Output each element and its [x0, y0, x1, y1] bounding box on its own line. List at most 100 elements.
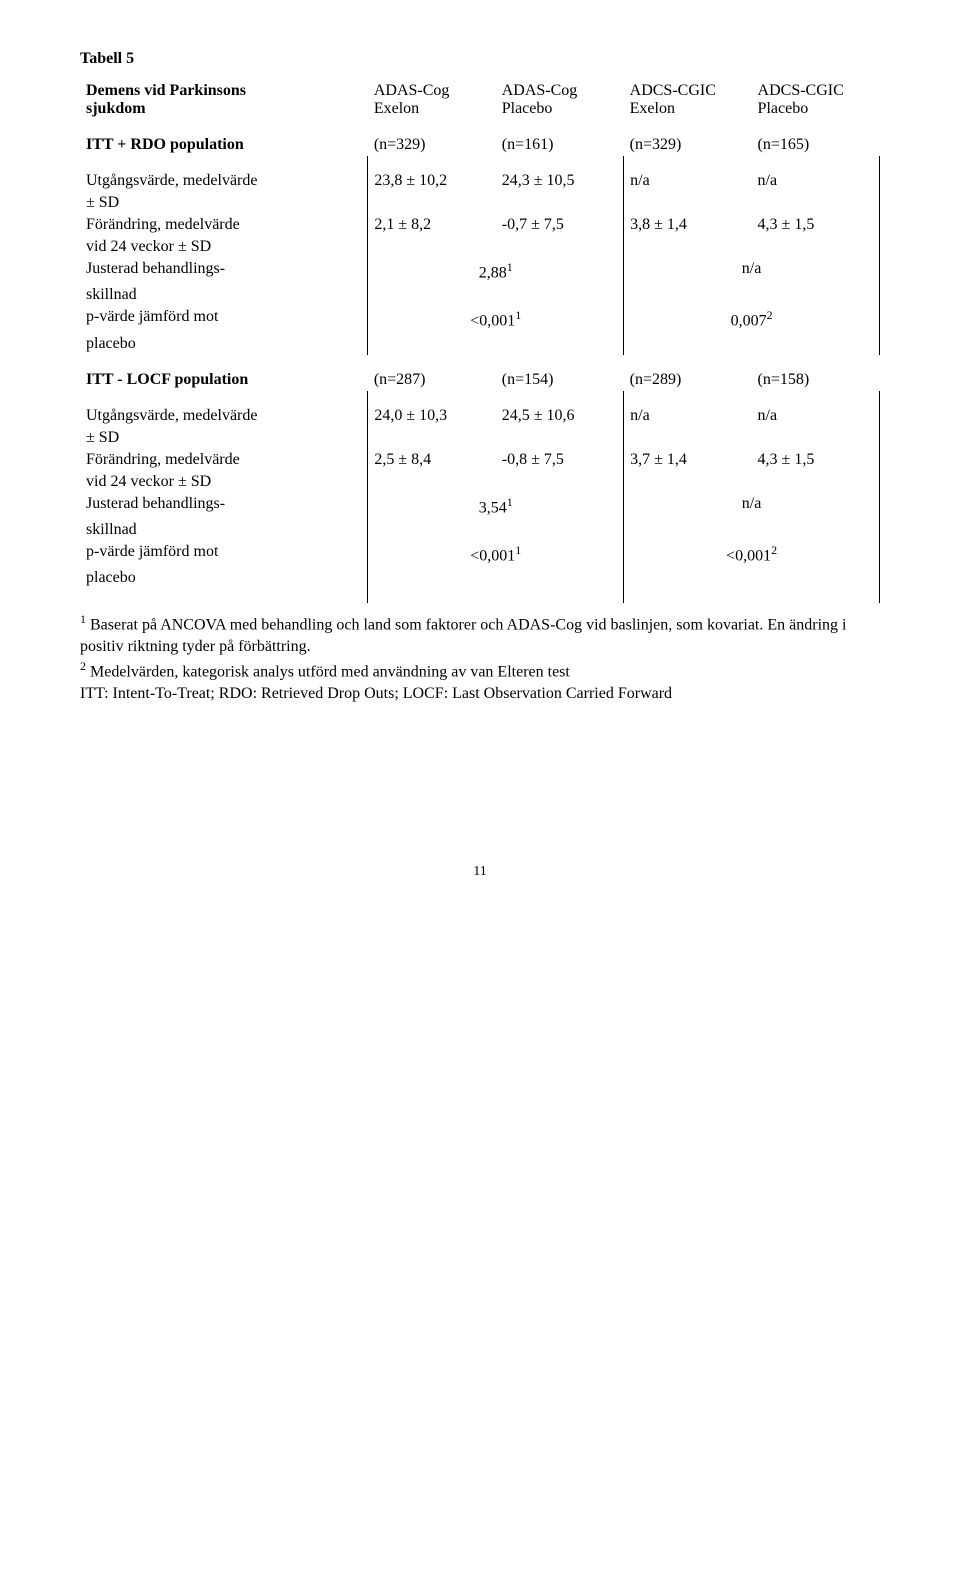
section2-r3-label: Justerad behandlings- — [80, 493, 368, 519]
section1-r4-v34: 0,0072 — [624, 306, 880, 332]
section1-r2b: vid 24 veckor ± SD — [80, 236, 880, 258]
section2-r4-v12: <0,0011 — [368, 541, 624, 567]
header-col-1: ADAS-Cog Exelon — [368, 80, 496, 120]
table-header-row: Demens vid Parkinsons sjukdom ADAS-Cog E… — [80, 80, 880, 120]
section1-n4: (n=165) — [752, 134, 880, 156]
footnote-2-text: Medelvärden, kategorisk analys utförd me… — [86, 663, 570, 680]
section2-r1: Utgångsvärde, medelvärde 24,0 ± 10,3 24,… — [80, 405, 880, 427]
header-c3-l1: ADCS-CGIC — [630, 82, 716, 99]
header-rowlabel-l2: sjukdom — [86, 100, 146, 117]
section1-r4-v12: <0,0011 — [368, 306, 624, 332]
section2-r4b: placebo — [80, 567, 880, 589]
footnote-1: 1 Baserat på ANCOVA med behandling och l… — [80, 611, 880, 658]
section1-r3-label2: skillnad — [80, 284, 368, 306]
header-c3-l2: Exelon — [630, 100, 675, 117]
section1-r2-label: Förändring, medelvärde — [80, 214, 368, 236]
section1-r4-v34-text: 0,007 — [731, 313, 767, 330]
section2-n1: (n=287) — [368, 369, 496, 391]
header-c2-l1: ADAS-Cog — [502, 82, 578, 99]
section2-title-row: ITT - LOCF population (n=287) (n=154) (n… — [80, 369, 880, 391]
section1-r2-c2: -0,7 ± 7,5 — [496, 214, 624, 236]
header-c4-l2: Placebo — [758, 100, 809, 117]
section1-r3-label: Justerad behandlings- — [80, 258, 368, 284]
section1-r3-sup12: 1 — [507, 260, 513, 274]
section1-r4-sup12: 1 — [515, 308, 521, 322]
header-rowlabel: Demens vid Parkinsons sjukdom — [80, 80, 368, 120]
section2-r4-sup12: 1 — [515, 543, 521, 557]
section2-r1-label: Utgångsvärde, medelvärde — [80, 405, 368, 427]
section2-r2-label: Förändring, medelvärde — [80, 449, 368, 471]
section1-r1-c3: n/a — [624, 170, 752, 192]
section2-r3-v34: n/a — [624, 493, 880, 519]
section1-r4b: placebo — [80, 333, 880, 355]
section2-r2-c4: 4,3 ± 1,5 — [752, 449, 880, 471]
section2-r1-c3: n/a — [624, 405, 752, 427]
data-table: Demens vid Parkinsons sjukdom ADAS-Cog E… — [80, 80, 880, 603]
section2-r3: Justerad behandlings- 3,541 n/a — [80, 493, 880, 519]
section2-n4: (n=158) — [752, 369, 880, 391]
header-c1-l2: Exelon — [374, 100, 419, 117]
section2-r1b: ± SD — [80, 427, 880, 449]
section2-r2b: vid 24 veckor ± SD — [80, 471, 880, 493]
header-rowlabel-l1: Demens vid Parkinsons — [86, 82, 246, 99]
section2-r2-c2: -0,8 ± 7,5 — [496, 449, 624, 471]
footnote-2: 2 Medelvärden, kategorisk analys utförd … — [80, 658, 880, 683]
section1-r2: Förändring, medelvärde 2,1 ± 8,2 -0,7 ± … — [80, 214, 880, 236]
section2-r1-c4: n/a — [752, 405, 880, 427]
section1-r3-v12: 2,881 — [368, 258, 624, 284]
section1-r3b: skillnad — [80, 284, 880, 306]
section1-r4-label: p-värde jämförd mot — [80, 306, 368, 332]
section2-r2: Förändring, medelvärde 2,5 ± 8,4 -0,8 ± … — [80, 449, 880, 471]
section1-r1-label2: ± SD — [80, 192, 368, 214]
section1-r4-sup34: 2 — [767, 308, 773, 322]
header-c4-l1: ADCS-CGIC — [758, 82, 844, 99]
section1-r2-label2: vid 24 veckor ± SD — [80, 236, 368, 258]
page-number: 11 — [80, 864, 880, 880]
footnotes: 1 Baserat på ANCOVA med behandling och l… — [80, 611, 880, 704]
section1-r4: p-värde jämförd mot <0,0011 0,0072 — [80, 306, 880, 332]
section1-title: ITT + RDO population — [80, 134, 368, 156]
section1-n2: (n=161) — [496, 134, 624, 156]
section2-r3-sup12: 1 — [507, 495, 513, 509]
section2-r3-v12: 3,541 — [368, 493, 624, 519]
section1-title-row: ITT + RDO population (n=329) (n=161) (n=… — [80, 134, 880, 156]
section1-n3: (n=329) — [624, 134, 752, 156]
section2-n2: (n=154) — [496, 369, 624, 391]
section2-r2-label2: vid 24 veckor ± SD — [80, 471, 368, 493]
section2-r4: p-värde jämförd mot <0,0011 <0,0012 — [80, 541, 880, 567]
section2-r4-label2: placebo — [80, 567, 368, 589]
section2-r1-c2: 24,5 ± 10,6 — [496, 405, 624, 427]
section1-r2-c3: 3,8 ± 1,4 — [624, 214, 752, 236]
header-col-3: ADCS-CGIC Exelon — [624, 80, 752, 120]
section1-n1: (n=329) — [368, 134, 496, 156]
section2-r2-c3: 3,7 ± 1,4 — [624, 449, 752, 471]
header-c1-l1: ADAS-Cog — [374, 82, 450, 99]
section1-r1b: ± SD — [80, 192, 880, 214]
section2-title: ITT - LOCF population — [80, 369, 368, 391]
section1-r4-v12-text: <0,001 — [470, 313, 515, 330]
section2-r4-label: p-värde jämförd mot — [80, 541, 368, 567]
section1-r3-v12-text: 2,88 — [479, 264, 507, 281]
header-c2-l2: Placebo — [502, 100, 553, 117]
section2-r3b: skillnad — [80, 519, 880, 541]
section2-r4-sup34: 2 — [771, 543, 777, 557]
section2-r3-v12-text: 3,54 — [479, 499, 507, 516]
section2-r2-c1: 2,5 ± 8,4 — [368, 449, 496, 471]
section1-r1-c2: 24,3 ± 10,5 — [496, 170, 624, 192]
section1-r3-v34: n/a — [624, 258, 880, 284]
header-col-4: ADCS-CGIC Placebo — [752, 80, 880, 120]
section2-r4-v34-text: <0,001 — [726, 547, 771, 564]
section2-r1-label2: ± SD — [80, 427, 368, 449]
section1-r3: Justerad behandlings- 2,881 n/a — [80, 258, 880, 284]
section2-n3: (n=289) — [624, 369, 752, 391]
section1-r2-c4: 4,3 ± 1,5 — [752, 214, 880, 236]
section2-r4-v34: <0,0012 — [624, 541, 880, 567]
section1-r1-c4: n/a — [752, 170, 880, 192]
footnote-3: ITT: Intent-To-Treat; RDO: Retrieved Dro… — [80, 683, 880, 705]
section1-r4-label2: placebo — [80, 333, 368, 355]
section1-r2-c1: 2,1 ± 8,2 — [368, 214, 496, 236]
header-col-2: ADAS-Cog Placebo — [496, 80, 624, 120]
table-caption: Tabell 5 — [80, 50, 880, 68]
section1-r1-label: Utgångsvärde, medelvärde — [80, 170, 368, 192]
section2-r3-label2: skillnad — [80, 519, 368, 541]
